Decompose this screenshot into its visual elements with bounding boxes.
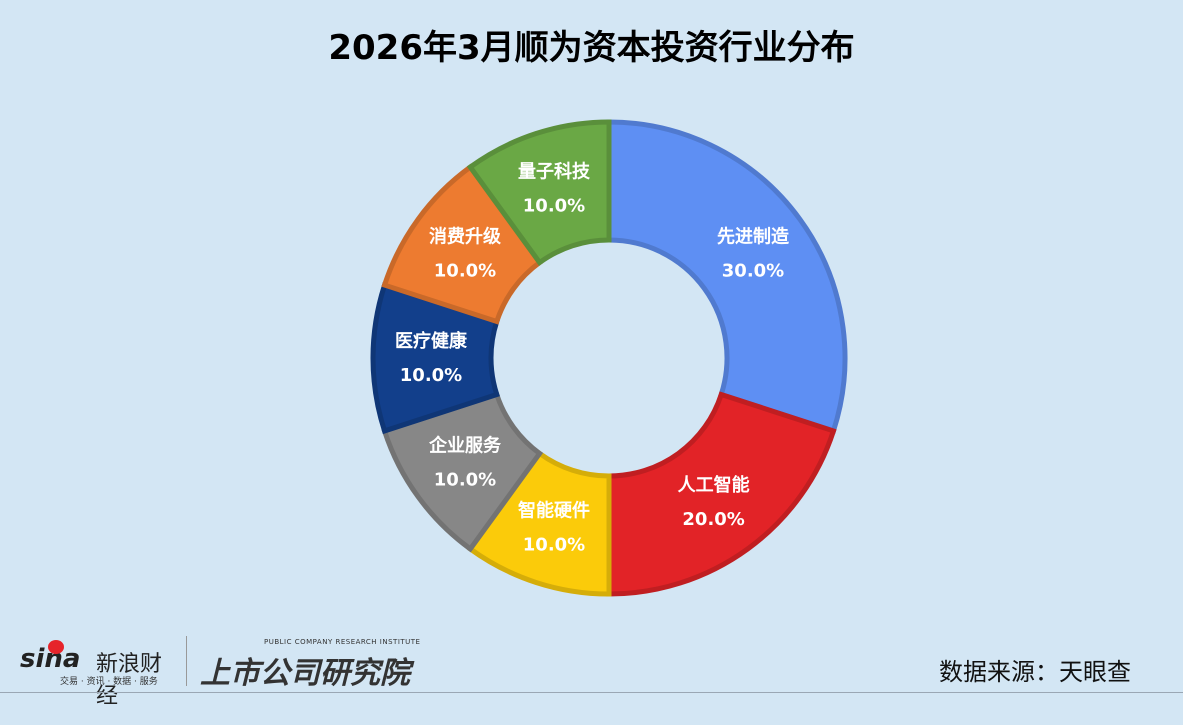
data-source: 数据来源：天眼查 [939,658,1131,686]
slice-category-label: 消费升级 [429,225,502,247]
slice-category-label: 智能硬件 [518,499,590,521]
slice-value-label: 10.0% [523,534,585,555]
slice-value-label: 10.0% [434,260,496,281]
sina-eye-icon [48,640,64,654]
slice-category-label: 企业服务 [428,435,502,457]
slice-value-label: 10.0% [400,365,462,386]
sina-logo: sina 新浪财经 交易 · 资讯 · 数据 · 服务 [20,640,180,709]
slice-value-label: 10.0% [523,196,585,217]
slice-category-label: 量子科技 [518,161,591,183]
slice-category-label: 先进制造 [717,225,789,247]
slice-category-label: 人工智能 [678,474,750,496]
logo-divider [186,636,187,686]
footer-divider [0,692,1183,693]
slice-category-label: 医疗健康 [395,330,468,352]
slice-value-label: 30.0% [722,260,784,281]
slice-value-label: 10.0% [434,470,496,491]
institute-logo: PUBLIC COMPANY RESEARCH INSTITUTE 上市公司研究… [200,638,421,691]
donut-slice-0 [606,119,848,435]
chart-title: 2026年3月顺为资本投资行业分布 [328,28,855,68]
donut-slice-1 [606,391,837,597]
slice-value-label: 20.0% [682,509,744,530]
donut-slice-6 [466,119,612,267]
